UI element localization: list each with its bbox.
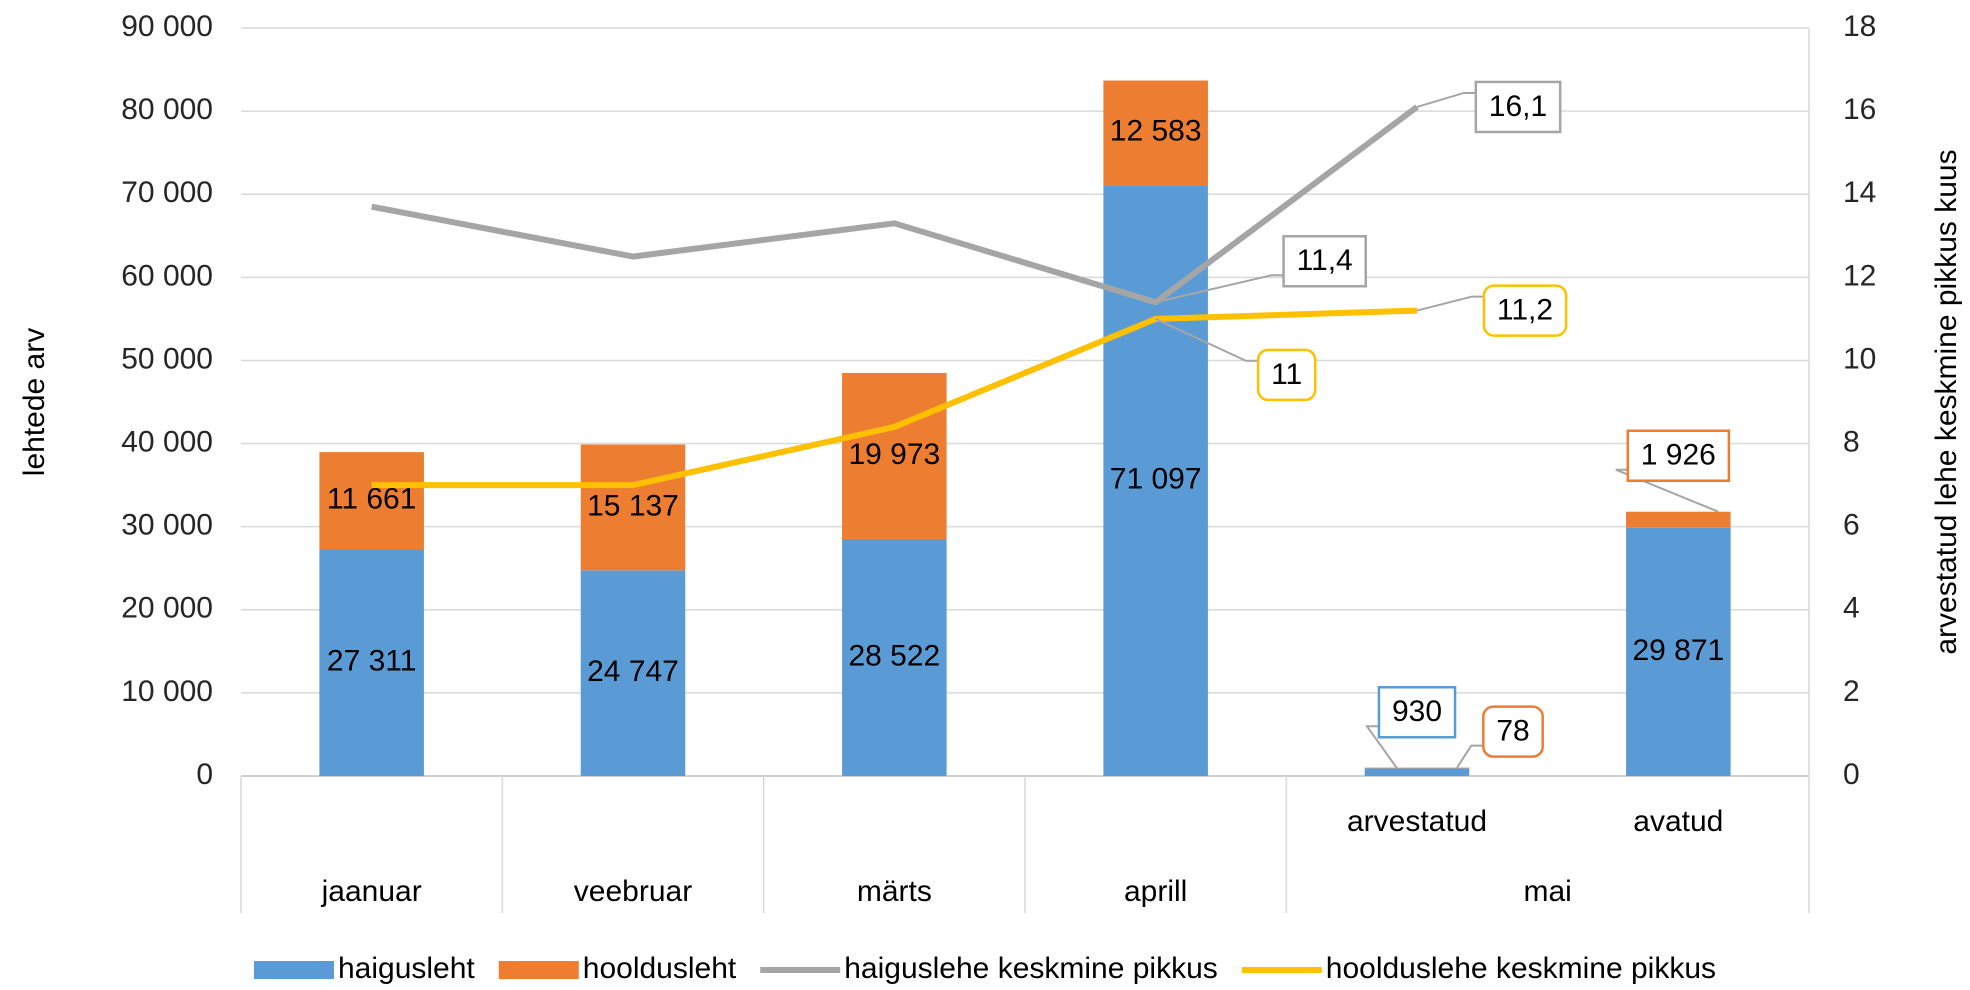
bar-segment: [1103, 80, 1208, 186]
leader-line: [1456, 744, 1484, 769]
bar-segment: [1626, 527, 1731, 776]
leader-line: [1155, 317, 1259, 362]
bar-segment: [580, 570, 686, 776]
bar-segment: [319, 549, 424, 776]
bar-segment: [842, 372, 947, 539]
data-label: 19 973: [848, 438, 940, 471]
y-tick-label: 30 000: [121, 509, 213, 542]
data-label: 15 137: [587, 489, 679, 522]
leader-line: [1416, 91, 1476, 108]
bar-segment: [1364, 767, 1470, 769]
data-label: 1 926: [1641, 439, 1716, 472]
data-label: 11,2: [1497, 293, 1553, 326]
bar-segment: [1103, 185, 1208, 777]
data-label: 78: [1496, 715, 1529, 748]
data-label: 12 583: [1110, 115, 1202, 148]
legend-swatch: [253, 961, 334, 979]
label-box: [1626, 429, 1731, 482]
bar-segment: [1626, 511, 1731, 528]
callout: 1 926: [1615, 429, 1731, 513]
bar-segment: [319, 452, 424, 550]
label-box: [1282, 235, 1368, 288]
y2-tick-label: 8: [1843, 425, 1860, 458]
label-box: [1474, 80, 1562, 134]
y2-tick-label: 2: [1843, 675, 1860, 708]
data-label: 11,4: [1297, 244, 1353, 277]
bar-segment: [580, 444, 686, 571]
line-series: [371, 104, 1419, 306]
data-label: 16,1: [1489, 90, 1547, 123]
y2-tick-label: 14: [1843, 176, 1876, 209]
y2-tick-label: 0: [1843, 758, 1860, 791]
callout: 11: [1155, 317, 1317, 402]
leader-line: [1365, 725, 1398, 769]
data-label: 27 311: [327, 644, 417, 677]
legend-label: haigusleht: [338, 952, 475, 985]
data-label: 71 097: [1110, 462, 1202, 495]
y-tick-label: 0: [196, 758, 213, 791]
x-tick-label: märts: [857, 875, 932, 908]
y-tick-label: 20 000: [121, 592, 213, 625]
y2-tick-label: 10: [1843, 342, 1876, 375]
label-box: [1377, 686, 1457, 739]
legend-label: hoolduslehe keskmine pikkus: [1326, 952, 1716, 985]
y-tick-label: 40 000: [121, 425, 213, 458]
y2-axis-title: arvestatud lehe keskmine pikkus kuus: [1930, 149, 1963, 654]
data-label: 930: [1392, 695, 1442, 728]
callout: 78: [1456, 705, 1544, 769]
data-label: 29 871: [1632, 634, 1724, 667]
x-tick-label: veebruar: [574, 875, 692, 908]
leader-line: [1416, 295, 1484, 312]
callout: 11,2: [1416, 284, 1568, 337]
label-box: [1256, 348, 1317, 402]
y2-tick-label: 16: [1843, 93, 1876, 126]
y2-tick-label: 18: [1843, 10, 1876, 43]
y-tick-label: 70 000: [121, 176, 213, 209]
y-tick-label: 10 000: [121, 675, 213, 708]
legend-label: hooldusleht: [583, 952, 737, 985]
legend-label: haiguslehe keskmine pikkus: [844, 952, 1218, 985]
y-tick-label: 50 000: [121, 342, 213, 375]
y2-tick-label: 4: [1843, 592, 1860, 625]
bar-segment: [842, 538, 947, 776]
data-label: 24 747: [587, 655, 679, 688]
callout: 16,1: [1416, 80, 1562, 134]
leader-line: [1615, 468, 1719, 513]
callout: 11,4: [1155, 235, 1368, 304]
legend: haigusleht hooldusleht haiguslehe keskmine…: [253, 952, 1716, 985]
x-tick-label: arvestatud: [1347, 805, 1487, 838]
y-axis-title: lehtede arv: [18, 328, 51, 476]
y-tick-label: 60 000: [121, 259, 213, 292]
bar-segment: [1364, 768, 1470, 776]
label-box: [1482, 705, 1544, 758]
line-series: [371, 307, 1418, 489]
y-tick-label: 80 000: [121, 93, 213, 126]
label-box: [1482, 284, 1568, 337]
x-tick-label: avatud: [1633, 805, 1723, 838]
callout: 930: [1365, 686, 1457, 769]
x-tick-label: aprill: [1124, 875, 1187, 908]
data-label: 11: [1271, 358, 1302, 391]
x-tick-label: jaanuar: [321, 875, 422, 908]
y2-tick-label: 6: [1843, 509, 1860, 542]
leader-line: [1155, 274, 1284, 304]
y-tick-label: 90 000: [121, 10, 213, 43]
category-group-label: mai: [1523, 875, 1571, 908]
legend-swatch: [498, 961, 579, 979]
y2-tick-label: 12: [1843, 259, 1876, 292]
data-label: 28 522: [848, 639, 940, 672]
